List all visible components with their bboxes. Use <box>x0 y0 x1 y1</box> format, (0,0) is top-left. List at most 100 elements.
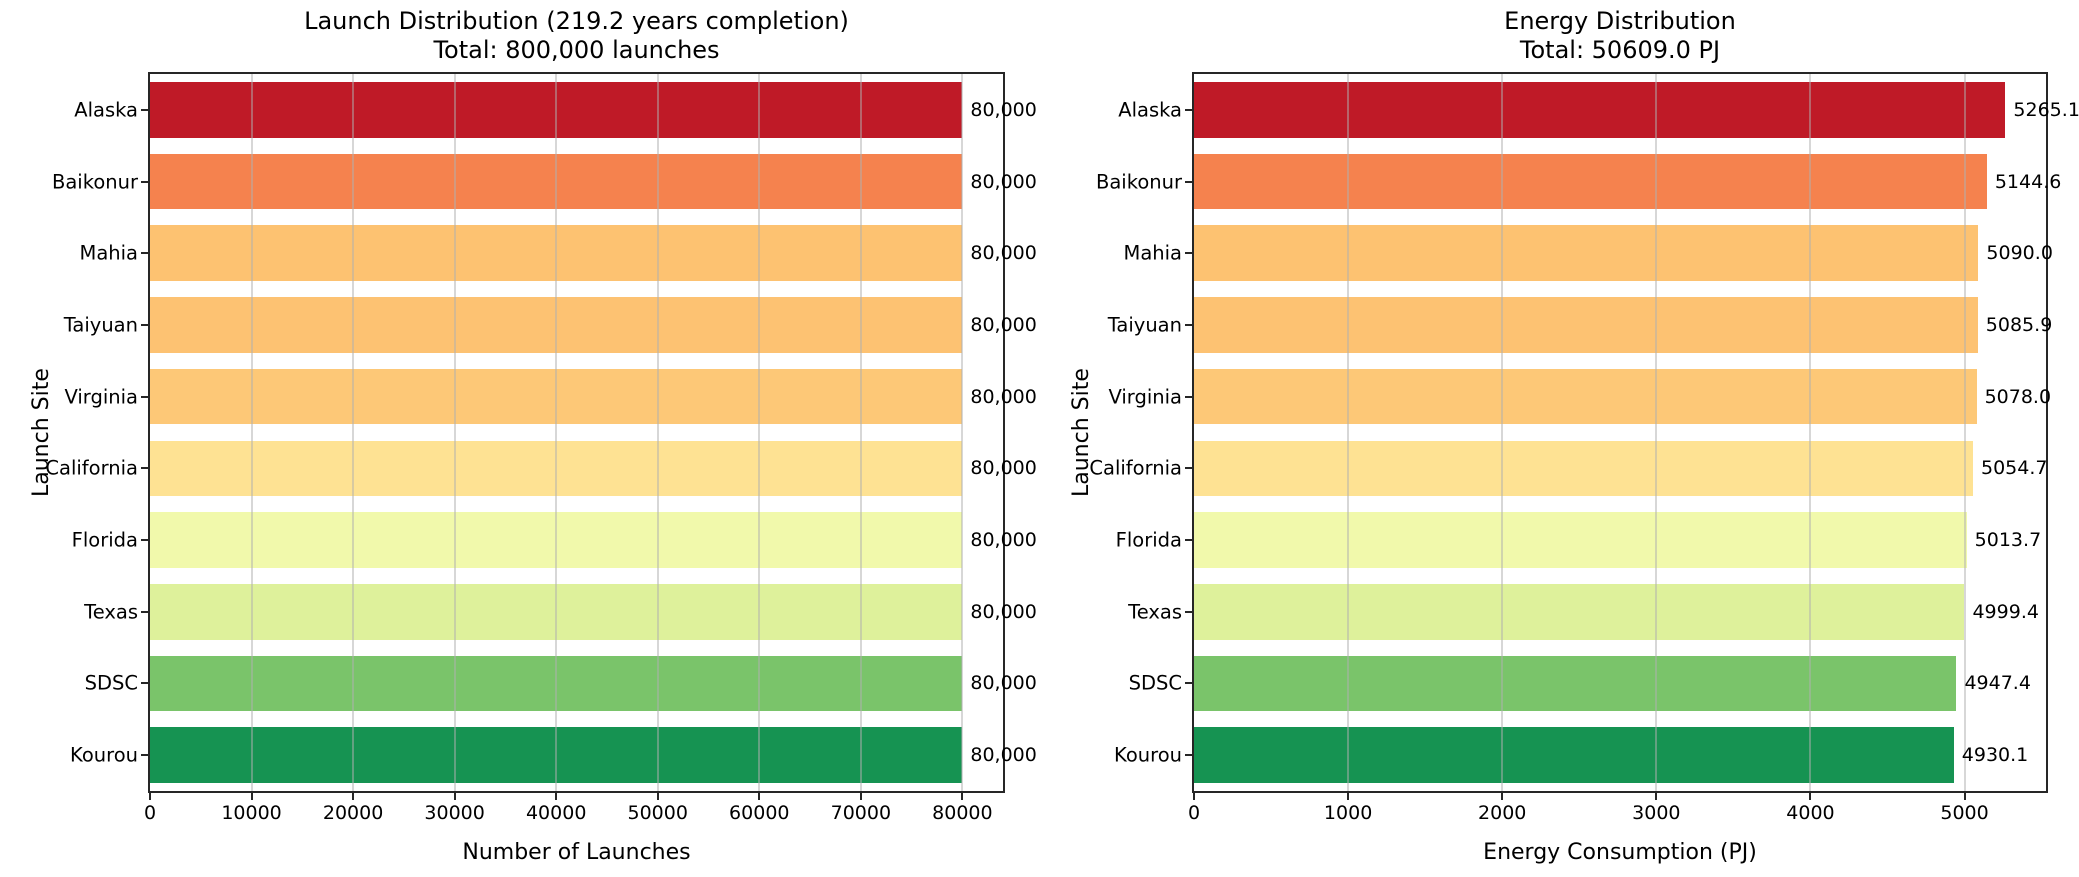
y-tick-label-california: California <box>1089 456 1182 480</box>
x-tick-mark <box>352 793 355 800</box>
y-tick-label-baikonur: Baikonur <box>1095 170 1182 194</box>
y-tick-mark <box>1185 323 1192 326</box>
x-tick-mark <box>149 793 151 800</box>
y-tick-label-sdsc: SDSC <box>84 671 138 695</box>
y-tick-mark <box>141 323 148 326</box>
y-tick-mark <box>1185 180 1192 183</box>
energy-chart-title: Energy Distribution Total: 50609.0 PJ <box>1192 7 2048 65</box>
bar-value-label: 80,000 <box>970 600 1037 623</box>
subplot-energy-distribution: Energy Distribution Total: 50609.0 PJ La… <box>1040 0 2079 877</box>
x-tick-label: 20000 <box>322 802 384 824</box>
y-tick-mark <box>141 180 148 183</box>
bar-value-label: 5085.9 <box>1985 313 2053 336</box>
x-tick-mark <box>1501 793 1504 800</box>
y-tick-label-florida: Florida <box>71 528 138 552</box>
launch-chart-title: Launch Distribution (219.2 years complet… <box>148 7 1005 65</box>
x-tick-mark <box>1655 793 1658 800</box>
gridline-x-30000 <box>453 74 456 791</box>
launch-chart-title-line1: Launch Distribution (219.2 years complet… <box>304 7 849 35</box>
y-tick-label-mahia: Mahia <box>79 241 139 265</box>
y-tick-mark <box>141 754 148 757</box>
x-tick-label: 2000 <box>1478 802 1527 824</box>
gridline-x-4000 <box>1809 74 1812 791</box>
bar-value-label: 80,000 <box>970 313 1037 336</box>
bar-value-label: 80,000 <box>970 170 1037 193</box>
x-tick-label: 60000 <box>729 802 790 824</box>
y-tick-mark <box>141 467 148 470</box>
bar-taiyuan <box>1194 297 1978 353</box>
bar-mahia <box>1194 225 1979 282</box>
y-tick-label-taiyuan: Taiyuan <box>1107 313 1182 337</box>
y-tick-mark <box>141 610 148 613</box>
y-tick-label-california: California <box>45 456 138 480</box>
x-tick-label: 10000 <box>221 802 282 824</box>
y-tick-mark <box>1185 108 1192 111</box>
gridline-x-5000 <box>1963 74 1966 791</box>
y-tick-label-virginia: Virginia <box>1108 385 1182 409</box>
y-tick-label-kourou: Kourou <box>1114 743 1182 767</box>
x-tick-label: 4000 <box>1786 802 1835 824</box>
bar-value-label: 80,000 <box>970 385 1037 408</box>
x-tick-label: 30000 <box>424 802 485 824</box>
energy-chart-title-line2: Total: 50609.0 PJ <box>1519 36 1721 64</box>
bar-value-label: 5078.0 <box>1984 385 2052 408</box>
x-tick-label: 0 <box>143 802 157 824</box>
x-tick-label: 1000 <box>1323 802 1373 824</box>
energy-chart-y-axis-label: Launch Site <box>1069 368 1094 497</box>
x-tick-mark <box>961 793 964 800</box>
x-tick-mark <box>1347 793 1350 800</box>
bar-value-label: 5265.1 <box>2013 98 2079 121</box>
x-tick-label: 0 <box>1187 802 1201 824</box>
launch-chart-title-line2: Total: 800,000 launches <box>433 36 720 64</box>
bar-value-label: 80,000 <box>970 744 1037 767</box>
bar-value-label: 5054.7 <box>1980 457 2048 480</box>
x-tick-label: 5000 <box>1940 802 1989 824</box>
y-tick-label-texas: Texas <box>84 600 138 624</box>
y-tick-label-alaska: Alaska <box>74 98 138 122</box>
bar-baikonur <box>1194 153 1987 210</box>
launch-chart-plot-area: 0 10000 20000 30000 40000 50000 60000 70000 8000… <box>45 72 1037 824</box>
gridline-x-3000 <box>1655 74 1658 791</box>
x-tick-mark <box>250 793 253 800</box>
bar-value-label: 80,000 <box>970 672 1037 695</box>
x-tick-label: 50000 <box>627 802 688 824</box>
x-tick-mark <box>453 793 456 800</box>
bar-florida <box>1194 512 1967 568</box>
y-tick-label-virginia: Virginia <box>64 385 138 409</box>
x-tick-mark <box>1193 793 1195 800</box>
bar-value-label: 4947.4 <box>1964 672 2031 695</box>
x-tick-mark <box>859 793 862 800</box>
y-tick-mark <box>1185 395 1192 398</box>
bar-kourou <box>1194 727 1954 783</box>
y-tick-mark <box>1185 467 1192 470</box>
y-tick-mark <box>1185 252 1192 255</box>
x-tick-label: 3000 <box>1632 802 1681 824</box>
x-tick-label: 80000 <box>932 802 993 824</box>
bar-value-label: 80,000 <box>970 457 1037 480</box>
y-tick-mark <box>1185 682 1192 685</box>
y-tick-mark <box>1185 539 1192 542</box>
bar-value-label: 5013.7 <box>1974 529 2042 552</box>
y-tick-mark <box>141 252 148 255</box>
energy-chart-x-axis-label: Energy Consumption (PJ) <box>1483 840 1757 865</box>
gridline-x-60000 <box>758 74 761 791</box>
bar-virginia <box>1194 368 1977 425</box>
y-tick-label-texas: Texas <box>1128 600 1182 624</box>
bar-texas <box>1194 583 1965 640</box>
bar-value-label: 5090.0 <box>1986 242 2053 265</box>
subplot-launch-distribution: Launch Distribution (219.2 years complet… <box>29 7 1037 865</box>
y-tick-label-taiyuan: Taiyuan <box>63 313 138 337</box>
bar-value-label: 5144.6 <box>1994 170 2062 193</box>
bar-value-label: 4930.1 <box>1961 744 2029 767</box>
bar-alaska <box>1194 82 2006 138</box>
x-tick-mark <box>1963 793 1966 800</box>
gridline-x-10000 <box>250 74 253 791</box>
gridline-x-20000 <box>352 74 355 791</box>
y-tick-label-kourou: Kourou <box>70 743 138 767</box>
gridline-x-70000 <box>859 74 862 791</box>
bar-value-label: 80,000 <box>970 529 1037 552</box>
gridline-x-2000 <box>1501 74 1504 791</box>
y-tick-label-alaska: Alaska <box>1118 98 1182 122</box>
launch-chart-x-axis-label: Number of Launches <box>462 840 691 865</box>
